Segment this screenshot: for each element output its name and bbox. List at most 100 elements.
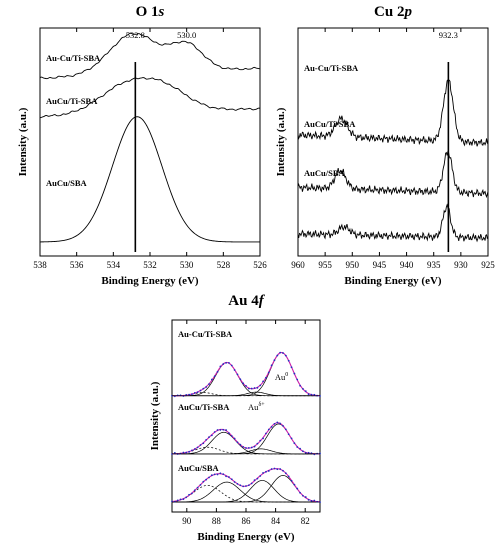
data-point [242,485,245,488]
data-point [233,481,236,483]
data-point [282,352,284,354]
data-point [267,470,270,472]
data-point [236,373,239,376]
data-point [273,359,276,362]
panel-title: Au 4f [228,293,265,309]
data-point [253,445,256,448]
data-point [239,484,242,487]
data-point [216,473,219,476]
data-point [307,451,310,454]
data-point [245,447,247,449]
series-label: Au-Cu/Ti-SBA [304,63,359,73]
data-point [230,364,233,367]
y-axis-label: Intensity (a.u.) [17,107,29,176]
data-point [290,479,293,482]
data-point [250,446,253,449]
annotation-au-0: Au0 [275,372,288,382]
data-point [302,450,304,453]
panel-au-4f: Au 4f 90 88 86 84 82 Binding Energy (eV) Intens… [149,293,321,543]
x-tick-label: 84 [271,516,281,526]
x-tick-label: 526 [253,260,267,270]
data-point [310,393,313,396]
x-tick-label: 534 [107,260,121,270]
data-point [284,428,287,431]
data-point [304,390,307,393]
data-point [290,366,293,369]
data-point [213,375,216,378]
x-axis-label: Binding Energy (eV) [101,275,199,287]
series-aucu-sba: AuCu/SBA [39,116,261,243]
data-point [265,376,267,379]
data-point [196,486,199,489]
data-point [222,428,225,431]
series-au-cu-ti-sba: Au-Cu/Ti-SBA [297,63,489,147]
data-point [296,487,299,490]
series-label: AuCu/Ti-SBA [178,402,230,412]
data-point [245,385,247,387]
data-point [267,428,270,431]
data-point [210,474,213,477]
data-point [216,429,219,431]
data-point [313,499,316,502]
data-point [262,380,264,383]
series-label: Au-Cu/Ti-SBA [178,329,233,339]
series-label: AuCu/SBA [304,168,345,178]
panel-title: O 1s [136,4,165,20]
data-point [304,496,307,498]
data-point [293,372,296,375]
x-axis-label: Binding Energy (eV) [344,275,442,287]
data-point [199,483,202,486]
series-label: AuCu/Ti-SBA [304,119,356,129]
data-point [245,485,247,487]
data-point [188,493,190,496]
data-point [179,498,182,501]
x-tick-label: 536 [70,260,84,270]
data-point [182,451,185,454]
data-point [193,448,196,450]
x-tick-label: 960 [291,260,305,270]
series-line [39,116,261,243]
series-aucu-ti-sba: AuCu/Ti-SBA [39,77,261,119]
annotation-532-8: 532.8 [126,30,145,40]
data-point [208,383,210,386]
series-line [39,77,261,119]
panel-o-1s: O 1s 538 536 534 532 530 528 526 Binding Energy … [17,4,267,287]
y-axis-label: Intensity (a.u.) [149,381,161,450]
data-point [273,422,276,425]
data-point [210,434,213,437]
series-au-cu-ti-sba: Au-Cu/Ti-SBA [171,329,321,398]
data-point [230,478,233,481]
data-point [236,441,239,444]
data-point [205,438,208,441]
data-point [253,479,256,482]
data-point [213,431,216,433]
series-aucu-ti-sba: AuCu/Ti-SBA [297,119,489,199]
data-point [256,442,259,445]
x-tick-label: 82 [301,516,310,526]
x-axis-label: Binding Energy (eV) [197,531,295,543]
data-point [259,439,262,442]
x-tick-label: 88 [212,516,222,526]
data-point [276,354,279,357]
x-tick-label: 950 [346,260,360,270]
data-point [242,382,245,385]
data-point [225,361,227,364]
data-point [302,494,304,497]
data-point [205,386,208,388]
data-point [313,393,316,396]
data-point [188,393,190,396]
data-point [213,473,216,476]
data-point [307,498,310,501]
data-point [279,351,282,354]
data-point [193,489,196,492]
data-point [242,445,245,448]
y-axis-label: Intensity (a.u.) [275,107,287,176]
data-point [265,432,267,435]
data-point [208,436,210,439]
series-aucu-sba: AuCu/SBA [171,463,321,504]
data-point [182,395,185,397]
data-point [247,484,250,487]
data-point [208,476,210,479]
data-point [182,498,185,501]
x-tick-label: 945 [373,260,387,270]
